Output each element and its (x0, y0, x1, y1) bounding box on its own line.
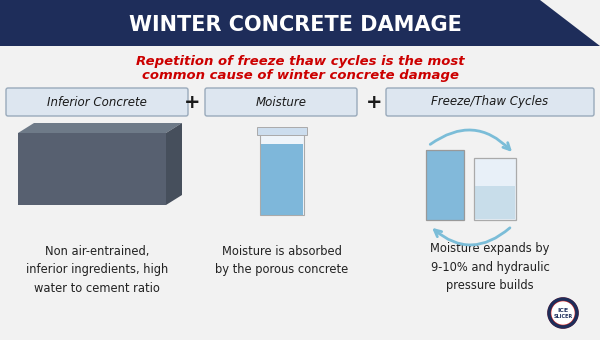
FancyBboxPatch shape (6, 88, 188, 116)
Bar (426, 150, 464, 220)
FancyBboxPatch shape (205, 88, 357, 116)
Polygon shape (18, 123, 182, 133)
Bar (261, 144, 303, 215)
Text: Repetition of freeze thaw cycles is the most: Repetition of freeze thaw cycles is the … (136, 55, 464, 68)
Bar (474, 158, 516, 220)
Bar (257, 127, 307, 135)
Text: +: + (184, 92, 200, 112)
Text: SLICER: SLICER (553, 314, 572, 320)
Circle shape (548, 298, 578, 328)
Text: Moisture: Moisture (256, 96, 307, 108)
Text: +: + (366, 92, 382, 112)
Text: Moisture expands by
9-10% and hydraulic
pressure builds: Moisture expands by 9-10% and hydraulic … (430, 242, 550, 292)
Text: WINTER CONCRETE DAMAGE: WINTER CONCRETE DAMAGE (128, 15, 461, 35)
Polygon shape (166, 123, 182, 205)
Text: Moisture is absorbed
by the porous concrete: Moisture is absorbed by the porous concr… (215, 245, 349, 276)
Circle shape (552, 302, 574, 324)
Bar (260, 134, 304, 215)
FancyBboxPatch shape (386, 88, 594, 116)
Text: common cause of winter concrete damage: common cause of winter concrete damage (142, 69, 458, 83)
Bar (0, 0, 600, 46)
Polygon shape (540, 0, 600, 46)
Bar (426, 150, 464, 220)
Bar (475, 186, 515, 219)
Text: ICE: ICE (557, 308, 569, 313)
Text: Non air-entrained,
inferior ingredients, high
water to cement ratio: Non air-entrained, inferior ingredients,… (26, 245, 168, 295)
Text: Inferior Concrete: Inferior Concrete (47, 96, 147, 108)
Text: Freeze/Thaw Cycles: Freeze/Thaw Cycles (431, 96, 548, 108)
Bar (18, 133, 166, 205)
